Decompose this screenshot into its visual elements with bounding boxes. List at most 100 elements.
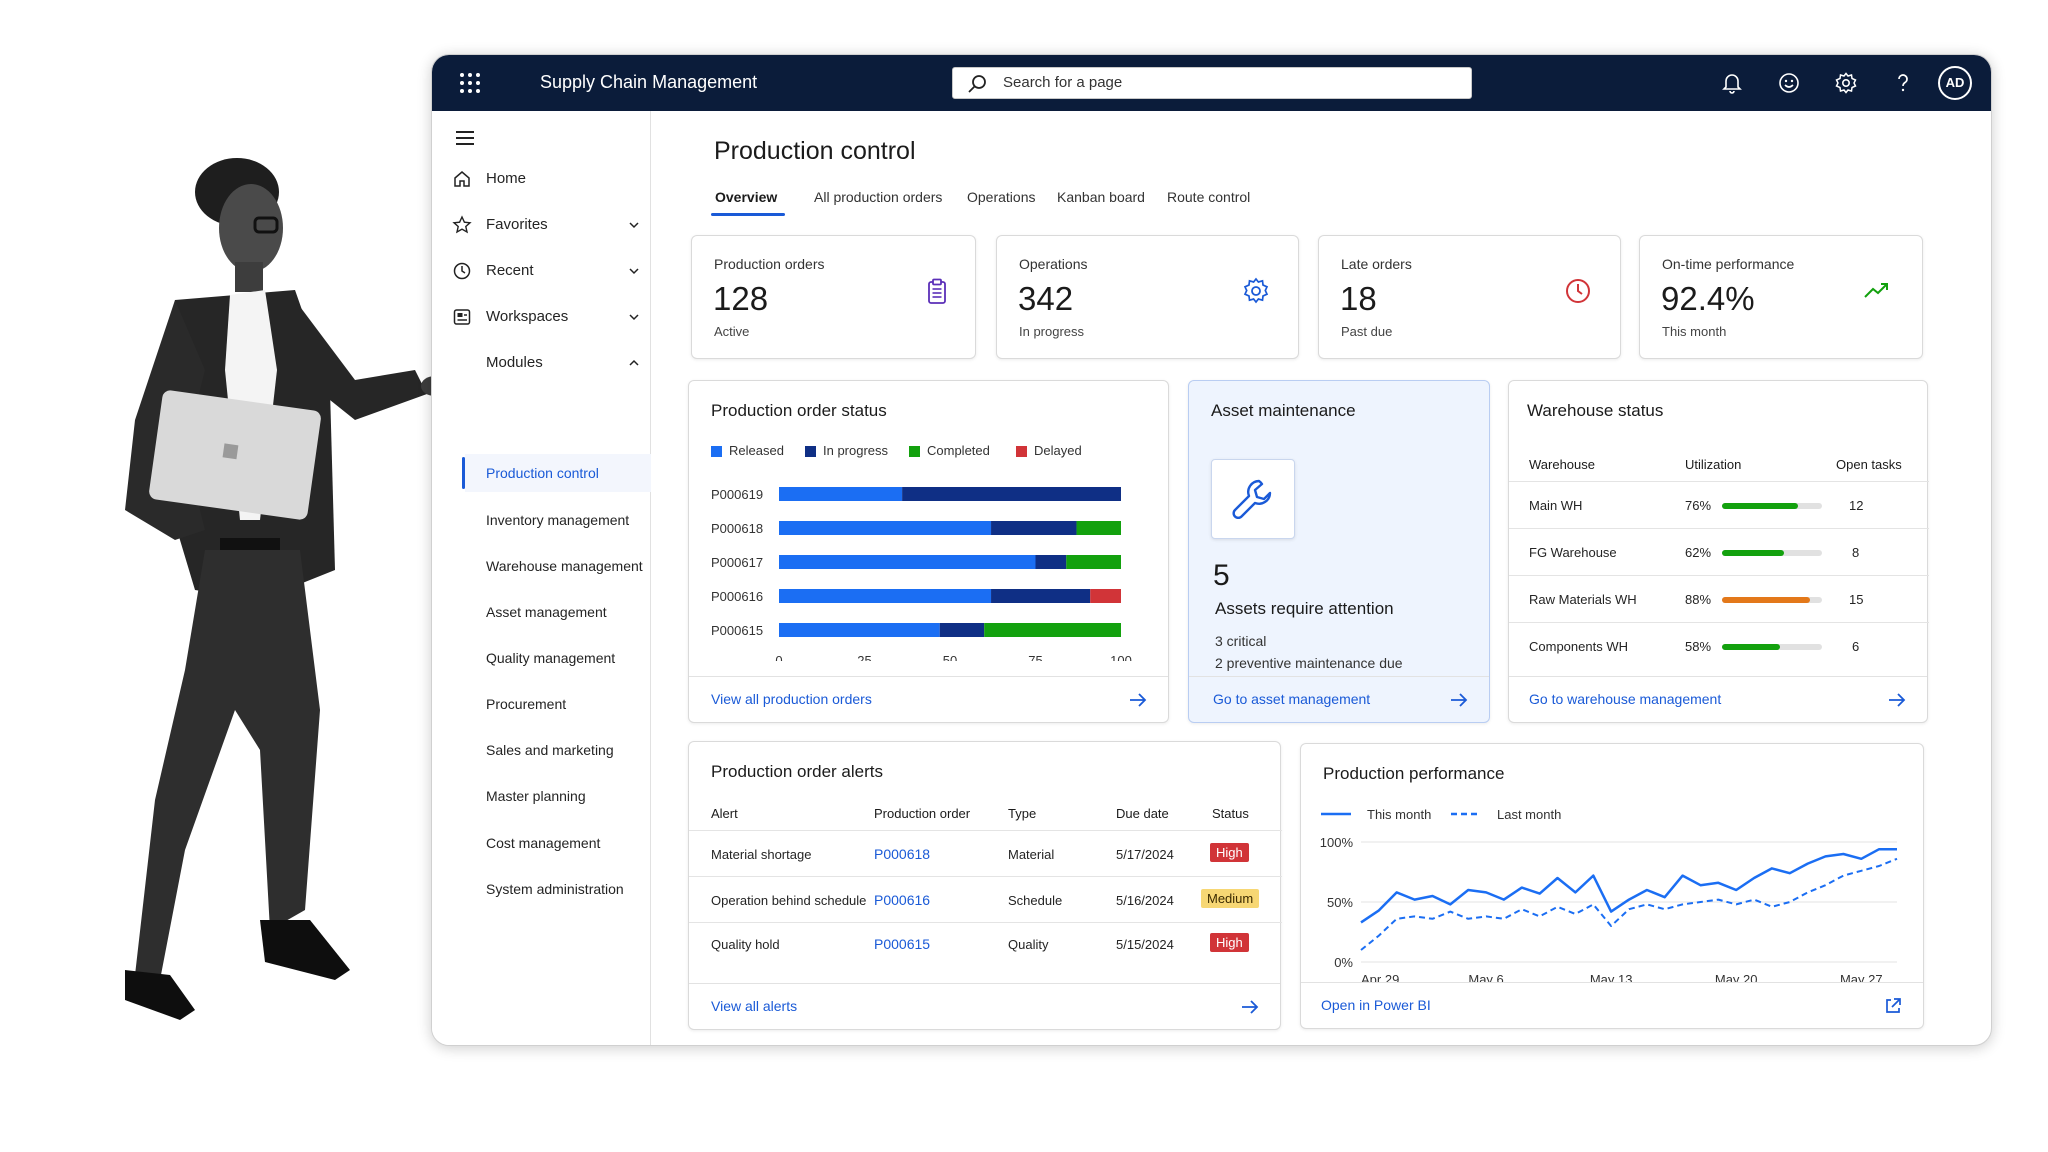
production-order-link[interactable]: P000618 (874, 846, 931, 862)
y-tick-label: 0% (1334, 955, 1353, 970)
search-box[interactable] (952, 67, 1472, 99)
bar-segment (984, 623, 1121, 637)
arrow-right-icon[interactable] (1449, 690, 1469, 710)
kpi-value: 92.4% (1661, 280, 1755, 317)
open-external-icon[interactable] (1883, 996, 1903, 1016)
kpi-subtext: This month (1662, 324, 1727, 339)
settings-gear-icon[interactable] (1834, 71, 1858, 95)
sidebar-module-sales-and-marketing[interactable]: Sales and marketing (486, 742, 614, 758)
column-header-due-date: Due date (1116, 806, 1169, 821)
sidebar-item-home[interactable]: Home (432, 161, 651, 197)
sidebar-module-asset-management[interactable]: Asset management (486, 604, 607, 620)
warehouse-open-tasks: 15 (1849, 592, 1864, 607)
kpi-subtext: Past due (1341, 324, 1393, 339)
sidebar-item-recent[interactable]: Recent (432, 253, 651, 289)
production-order-link[interactable]: P000615 (874, 936, 931, 952)
card-footer: Go to asset management (1189, 676, 1489, 722)
view-all-alerts-link[interactable]: View all alerts (711, 998, 798, 1014)
kpi-card-late-orders[interactable]: Late orders 18 Past due (1318, 235, 1621, 359)
tab-operations[interactable]: Operations (967, 189, 1036, 205)
warehouse-name: Components WH (1529, 639, 1628, 654)
view-all-production-orders-link[interactable]: View all production orders (711, 691, 872, 707)
sidebar-item-workspaces[interactable]: Workspaces (432, 299, 651, 335)
sidebar-item-favorites[interactable]: Favorites (432, 207, 651, 243)
sidebar-item-label: Workspaces (486, 308, 569, 325)
warehouse-utilization: 62% (1685, 545, 1712, 560)
sidebar-module-procurement[interactable]: Procurement (486, 696, 567, 712)
table-row[interactable]: FG Warehouse 62% 8 (1509, 529, 1929, 575)
app-window: Supply Chain Management AD (431, 54, 1992, 1046)
search-input[interactable] (1003, 74, 1443, 91)
alert-due-date: 5/17/2024 (1116, 847, 1174, 862)
kpi-card-operations[interactable]: Operations 342 In progress (996, 235, 1299, 359)
hamburger-menu-icon[interactable] (454, 129, 476, 147)
y-tick-label: 100% (1320, 835, 1354, 850)
table-row[interactable]: Raw Materials WH 88% 15 (1509, 576, 1929, 622)
sidebar-module-quality-management[interactable]: Quality management (486, 650, 616, 666)
arrow-right-icon[interactable] (1128, 690, 1148, 710)
star-icon (452, 215, 472, 234)
warehouse-utilization: 76% (1685, 498, 1712, 513)
row-divider (689, 830, 1282, 831)
bar-segment (1035, 555, 1067, 569)
clipboard-icon (928, 278, 946, 304)
warehouse-open-tasks: 8 (1852, 545, 1860, 560)
utilization-bar (1722, 644, 1822, 650)
utilization-bar-fill (1722, 503, 1798, 509)
utilization-bar (1722, 550, 1822, 556)
sidebar-module-system-administration[interactable]: System administration (486, 881, 624, 897)
kpi-card-on-time-performance[interactable]: On-time performance 92.4% This month (1639, 235, 1923, 359)
workspaces-icon (453, 309, 471, 325)
alert-type: Schedule (1008, 893, 1063, 908)
help-icon[interactable] (1891, 71, 1915, 95)
tab-all-production-orders[interactable]: All production orders (814, 189, 943, 205)
kpi-label: Production orders (714, 256, 825, 272)
alert-description: Operation behind schedule (711, 893, 867, 908)
tab-route-control[interactable]: Route control (1167, 189, 1251, 205)
card-footer: View all alerts (689, 983, 1280, 1029)
category-label: P000615 (711, 623, 763, 638)
legend-swatch (1016, 446, 1027, 457)
legend-swatch (711, 446, 722, 457)
arrow-right-icon[interactable] (1887, 690, 1907, 710)
kpi-card-production-orders[interactable]: Production orders 128 Active (691, 235, 976, 359)
sidebar-module-master-planning[interactable]: Master planning (486, 788, 586, 804)
open-in-power-bi-link[interactable]: Open in Power BI (1321, 997, 1431, 1013)
legend-label: Completed (927, 443, 990, 458)
production-order-link[interactable]: P000616 (874, 892, 931, 908)
kpi-value: 128 (713, 280, 769, 317)
table-row[interactable]: Operation behind schedule P000616 Schedu… (689, 877, 1282, 922)
active-tab-indicator (711, 213, 785, 216)
user-avatar[interactable]: AD (1938, 66, 1972, 100)
column-header-production-order: Production order (874, 806, 971, 821)
legend-label: Last month (1497, 807, 1561, 822)
go-to-asset-management-link[interactable]: Go to asset management (1213, 691, 1371, 707)
arrow-right-icon[interactable] (1240, 997, 1260, 1017)
bar-segment (779, 487, 903, 501)
sidebar-module-cost-management[interactable]: Cost management (486, 835, 601, 851)
row-divider (1509, 575, 1929, 576)
bar-segment (1090, 589, 1121, 603)
column-header-type: Type (1008, 806, 1037, 821)
sidebar-item-modules[interactable]: Modules (432, 345, 651, 381)
table-row[interactable]: Main WH 76% 12 (1509, 482, 1929, 528)
tab-kanban-board[interactable]: Kanban board (1057, 189, 1145, 205)
app-launcher-icon[interactable] (458, 71, 482, 95)
asset-maintenance-card[interactable]: Asset maintenance 5 Assets require atten… (1188, 380, 1490, 723)
sidebar-module-warehouse-management[interactable]: Warehouse management (486, 558, 643, 574)
tab-overview[interactable]: Overview (715, 189, 778, 205)
table-row[interactable]: Components WH 58% 6 (1509, 623, 1929, 669)
active-item-indicator (462, 457, 465, 489)
go-to-warehouse-management-link[interactable]: Go to warehouse management (1529, 691, 1722, 707)
column-header-warehouse: Warehouse (1529, 457, 1595, 472)
bar-segment (779, 555, 1036, 569)
kpi-subtext: Active (714, 324, 750, 339)
sidebar-module-inventory-management[interactable]: Inventory management (486, 512, 630, 528)
smiley-feedback-icon[interactable] (1777, 71, 1801, 95)
wrench-icon (1232, 479, 1272, 520)
sidebar-module-production-control[interactable]: Production control (486, 465, 599, 481)
table-row[interactable]: Quality hold P000615 Quality 5/15/2024 H… (689, 923, 1282, 968)
table-row[interactable]: Material shortage P000618 Material 5/17/… (689, 831, 1282, 876)
bell-icon[interactable] (1720, 71, 1744, 95)
warehouse-name: FG Warehouse (1529, 545, 1617, 560)
